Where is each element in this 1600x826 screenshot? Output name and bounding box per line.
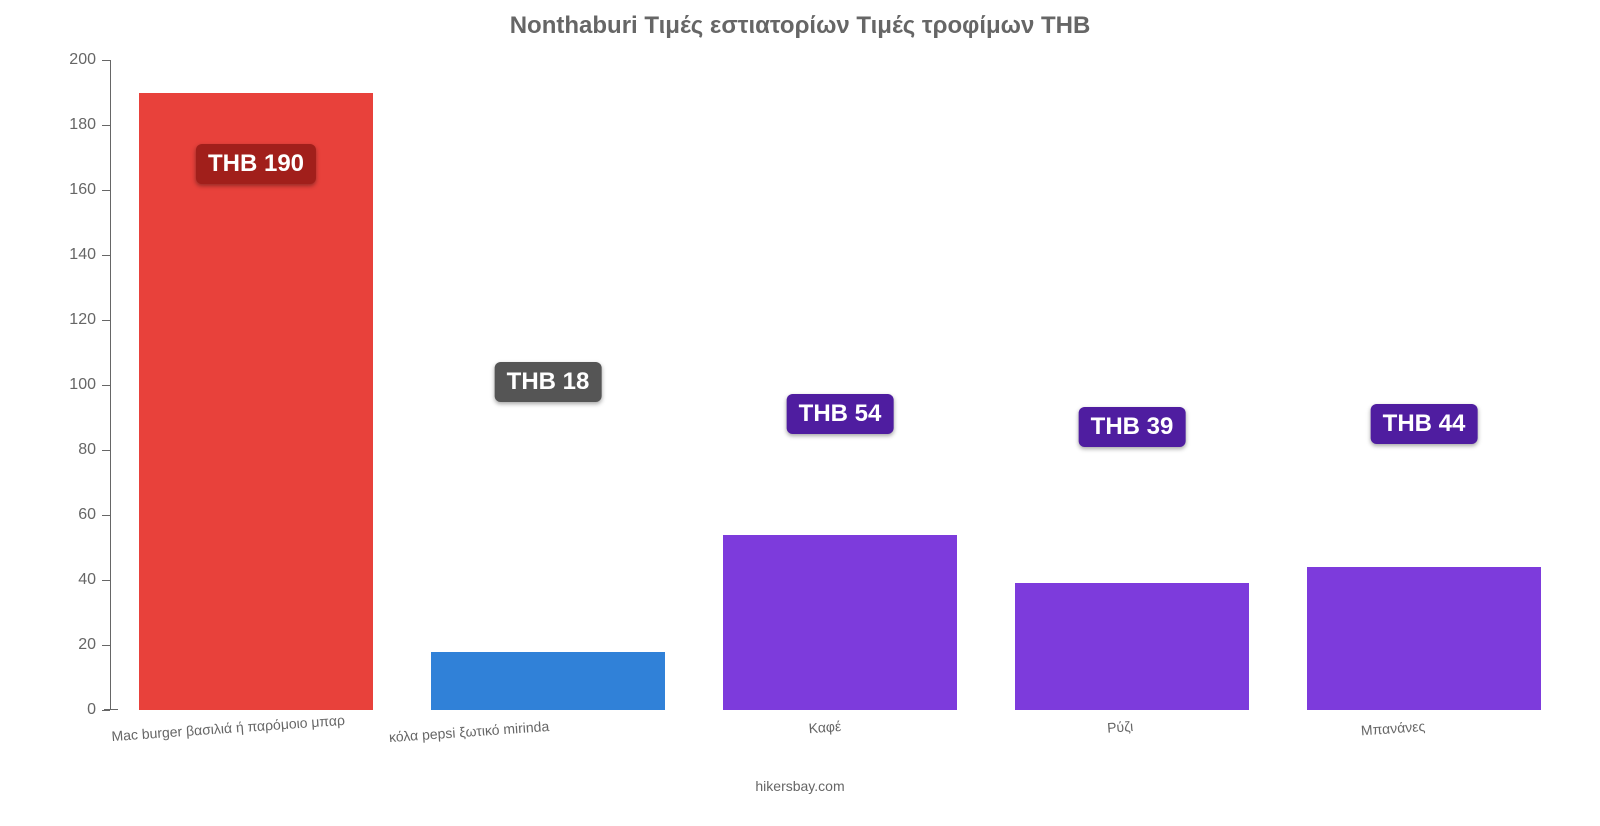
y-axis-tick-label: 20 — [78, 636, 110, 654]
chart-title: Nonthaburi Τιμές εστιατορίων Τιμές τροφί… — [0, 12, 1600, 40]
bar — [1015, 583, 1249, 710]
chart-container: Nonthaburi Τιμές εστιατορίων Τιμές τροφί… — [0, 0, 1600, 800]
y-axis-tick-label: 0 — [87, 701, 110, 719]
y-axis-tick-label: 120 — [69, 311, 110, 329]
y-axis-tick-label: 60 — [78, 506, 110, 524]
value-badge: THB 190 — [196, 144, 316, 184]
value-badge: THB 39 — [1079, 407, 1186, 447]
y-axis-tick-label: 80 — [78, 441, 110, 459]
footer-credit: hikersbay.com — [0, 778, 1600, 794]
y-axis-line — [110, 60, 111, 710]
y-axis-tick-label: 100 — [69, 376, 110, 394]
value-badge: THB 18 — [495, 362, 602, 402]
y-axis-tick-label: 140 — [69, 246, 110, 264]
bar — [723, 535, 957, 711]
plot-area: 020406080100120140160180200Mac burger βα… — [110, 60, 1570, 710]
y-axis-tick-label: 40 — [78, 571, 110, 589]
value-badge: THB 44 — [1371, 404, 1478, 444]
y-axis-tick-label: 160 — [69, 181, 110, 199]
bar — [431, 652, 665, 711]
value-badge: THB 54 — [787, 394, 894, 434]
y-axis-tick-label: 180 — [69, 116, 110, 134]
bar — [139, 93, 373, 711]
y-axis-tick-label: 200 — [69, 51, 110, 69]
bar — [1307, 567, 1541, 710]
